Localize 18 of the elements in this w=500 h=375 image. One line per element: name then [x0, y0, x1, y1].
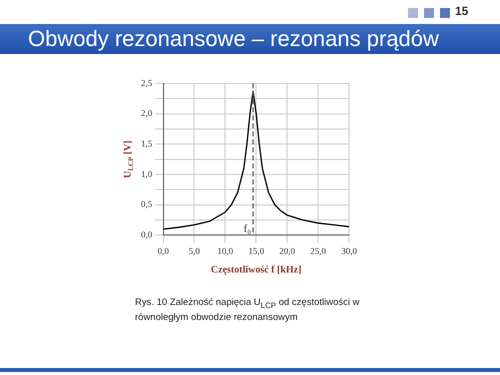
x-axis-title: Częstotliwość f [kHz] [210, 264, 302, 276]
ref-line-label: f₀ [244, 223, 252, 236]
x-tick-label: 25,0 [310, 246, 327, 256]
y-tick-label: 0,0 [141, 230, 153, 240]
x-tick-label: 10,0 [217, 246, 234, 256]
x-tick-label: 15,0 [248, 246, 265, 256]
y-tick-label: 1,5 [141, 138, 153, 148]
x-tick-label: 30,0 [341, 246, 358, 256]
text: 15 [455, 4, 468, 18]
x-tick-label: 5,0 [188, 246, 200, 256]
y-tick-label: 2,5 [141, 78, 153, 88]
y-tick-label: 2,0 [141, 108, 153, 118]
y-tick-label: 1,0 [141, 168, 153, 179]
chart-title: Obwody rezonansowe – rezonans prądów [28, 26, 439, 52]
text: Rys. 10 Zależność napięcia U$_{LCP}$ od częstotliwości w równoległym obwodzie rezonansowym [135, 297, 360, 324]
y-tick-label: 0,5 [141, 199, 153, 210]
x-tick-label: 0,0 [158, 246, 170, 256]
x-tick-label: 20,0 [279, 246, 296, 256]
